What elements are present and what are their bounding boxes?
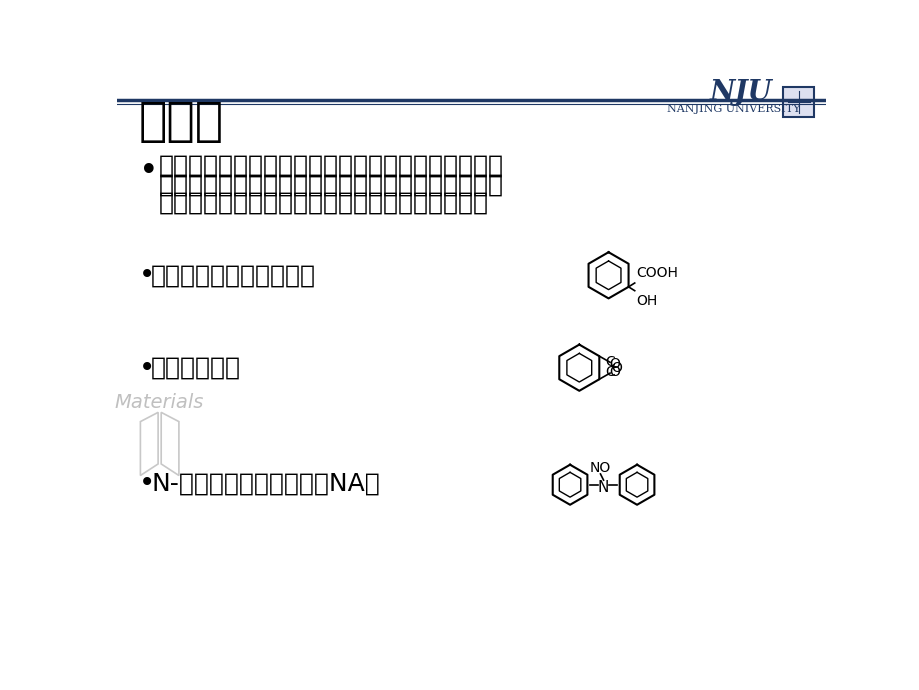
Text: N-亚硝基二苯胺（防焦剂NA）: N-亚硝基二苯胺（防焦剂NA）: [151, 471, 380, 495]
Text: Materials: Materials: [115, 393, 204, 412]
FancyBboxPatch shape: [782, 87, 813, 117]
Text: COOH: COOH: [636, 266, 677, 280]
Text: NANJING UNIVERSITY: NANJING UNIVERSITY: [666, 104, 800, 114]
Text: O: O: [610, 361, 621, 375]
Text: •: •: [139, 155, 158, 188]
Text: NO: NO: [589, 461, 610, 475]
Text: NJU: NJU: [709, 79, 772, 106]
Text: •: •: [139, 262, 155, 289]
Text: C: C: [605, 355, 614, 368]
Text: 水杨酸（邻羟基苯甲酸）: 水杨酸（邻羟基苯甲酸）: [151, 264, 316, 287]
Text: 防焦剂: 防焦剂: [139, 100, 223, 146]
Text: 邻苯二甲酸酐: 邻苯二甲酸酐: [151, 356, 241, 380]
Text: •: •: [139, 469, 155, 497]
Text: C: C: [605, 365, 614, 380]
Text: OH: OH: [636, 294, 657, 308]
Text: O: O: [608, 357, 619, 371]
Text: •: •: [139, 354, 155, 382]
Text: 的作用，从而提高胶料加工操作过程中的安全性。: 的作用，从而提高胶料加工操作过程中的安全性。: [159, 191, 488, 215]
Text: 也称硫化迟缓剂，使胶料在加工过程中不发生早期的: 也称硫化迟缓剂，使胶料在加工过程中不发生早期的: [159, 154, 504, 178]
Text: O: O: [608, 364, 619, 379]
Text: N: N: [597, 480, 608, 495]
Text: 硫化现象，但又不妨碍在硫化温度下充分发挥促进剂: 硫化现象，但又不妨碍在硫化温度下充分发挥促进剂: [159, 172, 504, 197]
